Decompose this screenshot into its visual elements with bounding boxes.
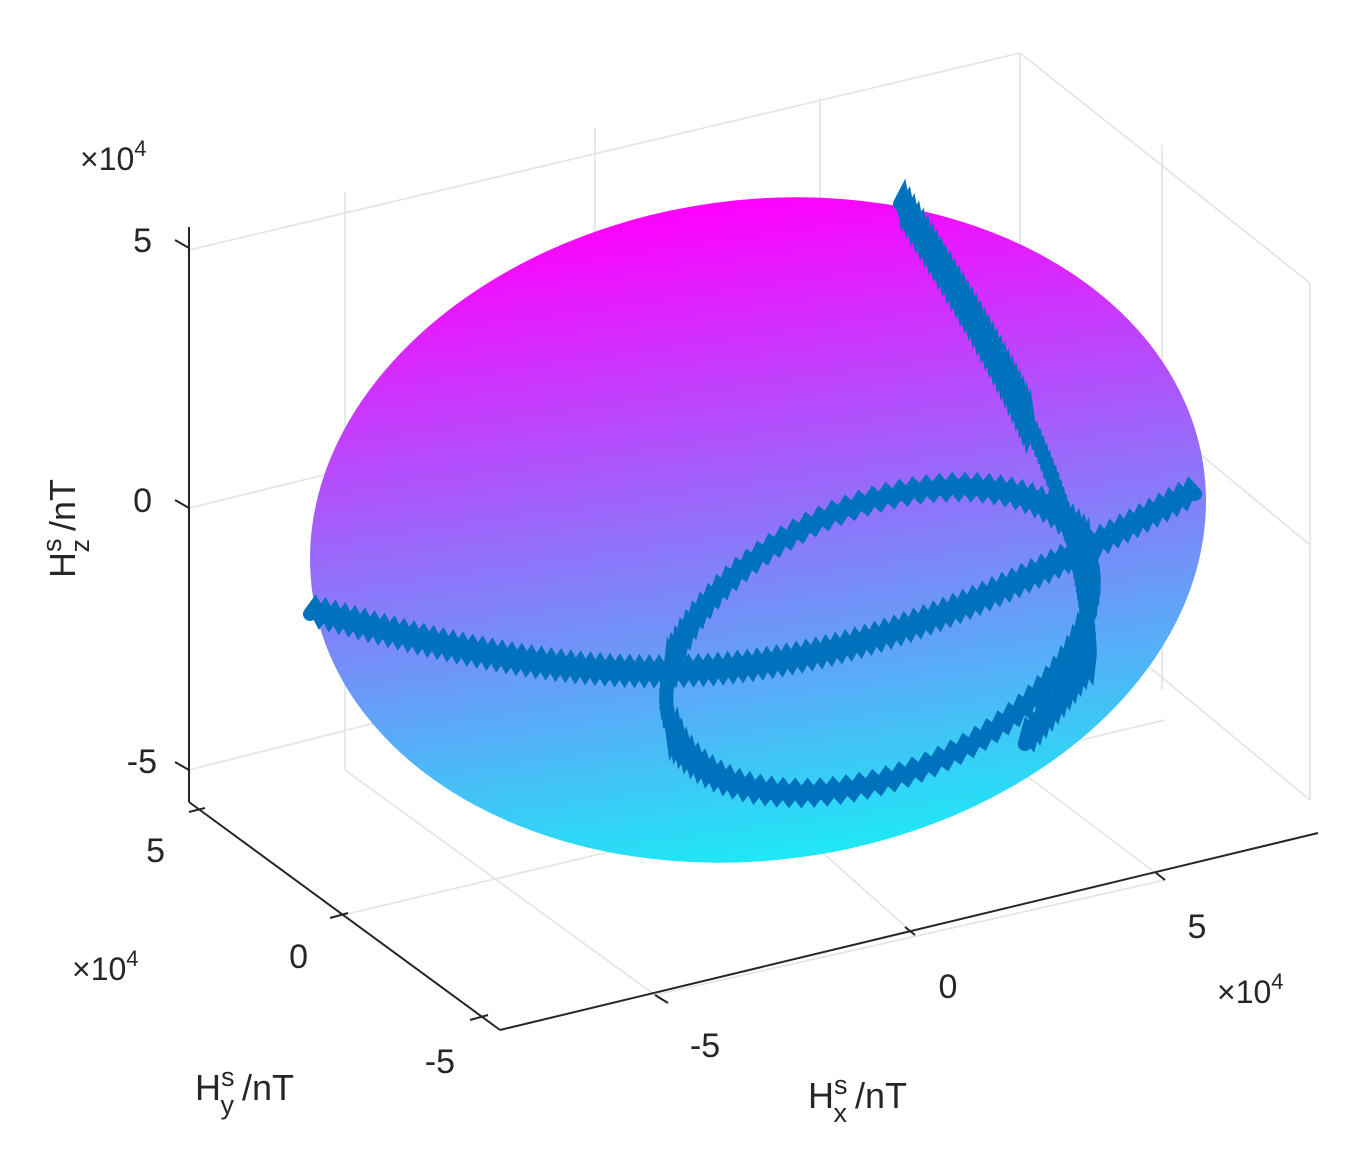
trajectories [303, 178, 1202, 809]
grid-back-top-edge [188, 52, 1021, 251]
y-tick-label-minus5: -5 [425, 1043, 455, 1081]
z-tick-label-5: 5 [133, 222, 152, 260]
trajectory-loop [659, 471, 1101, 809]
trajectory-meridian [893, 178, 1097, 753]
y-tick-5 [188, 807, 206, 813]
z-tick-labels: 5 0 -5 [127, 222, 157, 781]
x-tick-labels: -5 0 5 [690, 908, 1207, 1065]
z-tick-minus5 [174, 761, 190, 771]
trajectory-equator [303, 476, 1202, 689]
y-tick-minus5 [469, 1014, 489, 1021]
z-axis-multiplier: ×104 [80, 136, 147, 177]
z-tick-0 [174, 499, 190, 509]
x-tick-0 [904, 926, 916, 936]
x-tick-label-minus5: -5 [690, 1027, 720, 1065]
x-tick-label-5: 5 [1188, 908, 1207, 946]
x-axis-line [499, 832, 1319, 1031]
x-tick-minus5 [654, 994, 669, 1004]
z-tick-label-0: 0 [133, 482, 152, 520]
x-tick-5 [1154, 871, 1166, 881]
axes [174, 227, 1319, 1031]
y-tick-labels: 5 0 -5 [146, 832, 455, 1081]
y-tick-0 [329, 912, 349, 919]
x-axis-multiplier: ×104 [1217, 969, 1284, 1010]
grid-floor-y-minus5 [654, 879, 1166, 996]
y-axis-label: Hs y/nT [195, 1062, 294, 1120]
grid-right-top-edge [1019, 52, 1311, 284]
ellipsoid-surface [310, 197, 1206, 863]
z-tick-5 [174, 239, 190, 249]
y-axis-line [188, 801, 501, 1031]
y-axis-multiplier: ×104 [72, 946, 139, 987]
y-tick-label-5: 5 [146, 832, 165, 870]
x-axis-label: Hs x/nT [808, 1070, 907, 1128]
z-tick-label-minus5: -5 [127, 743, 157, 781]
y-tick-label-0: 0 [289, 938, 308, 976]
z-axis-label: Hsz/nT [37, 479, 95, 578]
x-tick-label-0: 0 [939, 968, 958, 1006]
grid-floor-x-minus5 [344, 769, 656, 996]
